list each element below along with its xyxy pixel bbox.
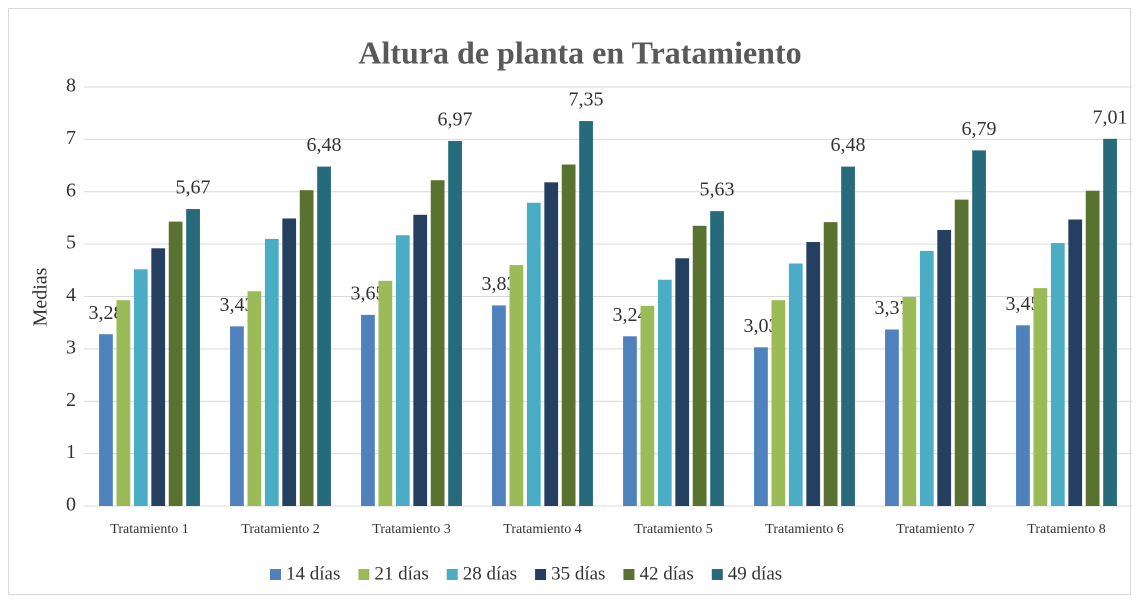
bar [116,300,131,506]
data-label: 3,24 [612,304,647,326]
data-label: 3,03 [743,315,778,337]
data-label: 3,65 [350,282,385,304]
bar [623,336,637,506]
bar [954,199,969,506]
data-label: 3,45 [1005,293,1040,315]
legend-label: 21 días [374,563,428,584]
bar [168,221,183,506]
bar [492,305,506,506]
bar [885,329,899,506]
legend-swatch [446,569,458,580]
data-label: 3,43 [219,294,254,316]
bar [361,314,375,506]
x-tick-label: Tratamiento 1 [110,522,188,537]
bar [299,190,314,506]
data-label: 6,79 [962,118,997,140]
bar [544,182,559,506]
data-label: 7,01 [1093,106,1128,128]
bar [247,291,262,506]
bar [430,180,445,507]
bar [317,166,331,507]
bar [972,150,986,506]
bar [1033,288,1048,506]
legend-label: 28 días [463,563,517,584]
legend-label: 49 días [728,563,782,584]
bar [282,218,297,506]
bar [230,326,244,506]
bar [675,258,690,506]
legend-label: 42 días [639,563,693,584]
y-tick-label: 3 [66,336,76,358]
y-tick-label: 6 [66,179,76,201]
legend-label: 35 días [551,563,605,584]
y-tick-label: 0 [66,494,76,516]
data-label: 7,35 [569,89,604,111]
x-tick-label: Tratamiento 3 [372,522,450,537]
bar [264,238,279,506]
legend-swatch [711,569,723,580]
bar [806,242,821,506]
bar [509,265,524,506]
data-label: 5,63 [700,179,735,201]
bar [1050,243,1065,506]
bar [754,347,768,506]
bar [640,305,655,506]
x-tick-label: Tratamiento 5 [634,522,712,537]
y-tick-label: 4 [66,284,76,306]
data-label: 3,28 [88,302,123,324]
x-tick-label: Tratamiento 2 [241,522,319,537]
bar [526,202,541,506]
bar [378,280,393,506]
bar [1016,325,1030,506]
bar [448,140,462,507]
data-label: 6,48 [307,134,342,156]
bar [1103,138,1117,506]
bar [395,235,410,506]
bar [919,250,934,506]
data-label: 3,83 [481,273,516,295]
x-tick-label: Tratamiento 4 [503,522,581,537]
bar [692,225,707,506]
y-tick-label: 1 [66,441,76,463]
legend-swatch [358,569,370,580]
legend-label: 14 días [286,563,340,584]
bar [710,211,724,506]
bar [841,166,855,507]
bar [579,121,593,506]
y-tick-label: 5 [66,232,76,254]
bar [413,214,428,507]
data-label: 5,67 [176,177,211,199]
legend-swatch [535,569,547,580]
bar [657,279,672,506]
x-tick-label: Tratamiento 7 [896,522,974,537]
data-label: 3,37 [874,297,909,319]
y-tick-label: 7 [66,127,76,149]
bar [823,222,838,506]
data-label: 6,97 [438,109,473,131]
bar [902,297,917,506]
legend-swatch [270,569,281,580]
x-tick-label: Tratamiento 8 [1027,522,1105,537]
data-label: 6,48 [831,134,866,156]
bar [1068,219,1083,507]
y-axis-label: Medias [30,267,52,326]
y-tick-label: 2 [66,389,76,411]
y-tick-label: 8 [66,75,76,97]
legend-swatch [623,569,635,580]
x-tick-label: Tratamiento 6 [765,522,843,537]
bar [133,269,148,506]
bar [1085,190,1100,506]
bar [771,300,786,506]
bar [186,209,200,506]
chart-title: Altura de planta en Tratamiento [358,34,801,70]
bar [937,229,952,506]
bar [561,164,576,506]
bar [788,263,803,506]
bar [99,334,113,506]
bar [151,248,166,506]
